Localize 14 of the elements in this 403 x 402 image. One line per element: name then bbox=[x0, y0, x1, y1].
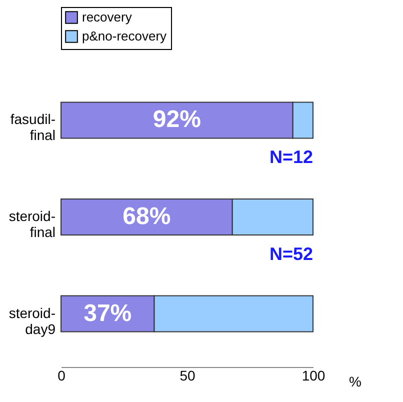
annotation: N=52 bbox=[269, 244, 313, 264]
data-label: 92% bbox=[152, 106, 201, 134]
x-tick-label: 50 bbox=[180, 368, 196, 384]
y-tick-label: steroid-final bbox=[8, 208, 56, 240]
data-label: 37% bbox=[84, 300, 132, 327]
y-tick-label: steroid-day9 bbox=[8, 304, 56, 337]
x-tick-label: 0 bbox=[58, 368, 66, 384]
legend-label: recovery bbox=[82, 10, 132, 24]
legend-label: p&no-recovery bbox=[82, 28, 168, 44]
x-axis-title: % bbox=[349, 374, 362, 390]
x-tick-label: 100 bbox=[302, 368, 326, 384]
data-label: 68% bbox=[122, 203, 171, 230]
annotation: N=12 bbox=[269, 147, 313, 168]
y-tick-label: fasudil-final bbox=[10, 111, 56, 144]
